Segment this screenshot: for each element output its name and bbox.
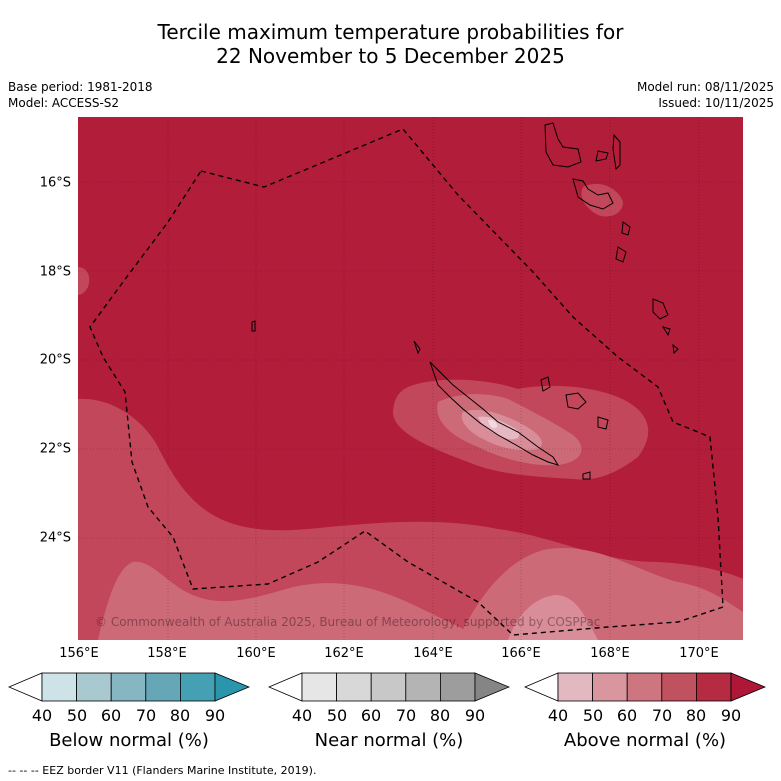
- lon-label: 170°E: [679, 646, 719, 661]
- lat-label: 16°S: [39, 175, 71, 191]
- colorbar-high-extend: [730, 672, 766, 702]
- copyright-text: © Commonwealth of Australia 2025, Bureau…: [95, 615, 600, 629]
- lat-label: 20°S: [39, 352, 71, 368]
- gridlines: [78, 117, 743, 640]
- cbar-tick: 70: [651, 706, 673, 725]
- cbar-tick: 80: [169, 706, 191, 725]
- probability-map: © Commonwealth of Australia 2025, Bureau…: [78, 117, 743, 640]
- cbar-tick: 80: [429, 706, 451, 725]
- cbar-tick: 90: [720, 706, 742, 725]
- colorbar-high-extend: [214, 672, 250, 702]
- colorbar-swatch: [145, 672, 181, 702]
- lat-label: 24°S: [39, 530, 71, 546]
- lon-label: 162°E: [324, 646, 364, 661]
- model-name: Model: ACCESS-S2: [8, 96, 120, 110]
- lon-label: 160°E: [236, 646, 276, 661]
- cbar-tick: 40: [291, 706, 313, 725]
- loyalty-islands: [540, 376, 609, 480]
- cbar-tick: 60: [100, 706, 122, 725]
- colorbar-near-normal: [268, 672, 510, 702]
- cbar-tick: 50: [582, 706, 604, 725]
- lon-label: 164°E: [413, 646, 453, 661]
- colorbar-swatch: [110, 672, 147, 702]
- colorbar-swatch: [76, 672, 112, 702]
- map-title-line2: 22 November to 5 December 2025: [216, 44, 565, 68]
- new-caledonia-island: [429, 361, 560, 466]
- issued-date: Issued: 10/11/2025: [658, 96, 774, 110]
- colorbar-swatch: [41, 672, 77, 702]
- cbar-tick: 50: [66, 706, 88, 725]
- colorbar-low-extend: [8, 672, 43, 702]
- colorbar-swatch: [592, 672, 628, 702]
- cbar-tick: 70: [395, 706, 417, 725]
- vanuatu-islands: [544, 122, 679, 355]
- cbar-tick: 90: [204, 706, 226, 725]
- shade-nc-peak: [488, 419, 498, 429]
- shade-sw-mid: [98, 561, 478, 640]
- colorbar-title-above: Above normal (%): [563, 730, 727, 751]
- base-period: Base period: 1981-2018: [8, 80, 153, 94]
- lat-label: 22°S: [39, 441, 71, 457]
- cbar-tick: 80: [685, 706, 707, 725]
- lon-label: 156°E: [59, 646, 99, 661]
- shade-vanuatu: [581, 183, 623, 217]
- colorbar-low-extend: [524, 672, 559, 702]
- eez-border: [89, 128, 724, 636]
- colorbar-low-extend: [268, 672, 303, 702]
- cbar-tick: 60: [360, 706, 382, 725]
- colorbar-below-normal: [8, 672, 250, 702]
- colorbar-swatch: [336, 672, 372, 702]
- cbar-tick: 50: [326, 706, 348, 725]
- cbar-tick: 40: [547, 706, 569, 725]
- colorbar-high-extend: [474, 672, 510, 702]
- chesterfield-islands: [251, 320, 256, 332]
- colorbar-title-near: Near normal (%): [314, 730, 464, 751]
- cbar-tick: 70: [135, 706, 157, 725]
- shade-nc-core: [478, 416, 520, 440]
- colorbar-title-below: Below normal (%): [49, 730, 209, 751]
- lat-label: 18°S: [39, 264, 71, 280]
- model-run: Model run: 08/11/2025: [636, 80, 774, 94]
- colorbar-swatch: [695, 672, 732, 702]
- colorbar-above-normal: [524, 672, 766, 702]
- lon-label: 166°E: [501, 646, 541, 661]
- colorbar-swatch: [661, 672, 697, 702]
- eez-legend: -- -- -- EEZ border V11 (Flanders Marine…: [8, 764, 317, 777]
- cbar-tick: 40: [31, 706, 53, 725]
- colorbar-swatch: [370, 672, 407, 702]
- colorbar-swatch: [405, 672, 441, 702]
- colorbar-swatch: [301, 672, 337, 702]
- colorbar-swatch: [626, 672, 663, 702]
- colorbar-swatches: [524, 672, 766, 702]
- colorbar-swatches: [8, 672, 250, 702]
- colorbar-swatches: [268, 672, 510, 702]
- map-title-line1: Tercile maximum temperature probabilitie…: [157, 20, 624, 44]
- colorbar-swatch: [557, 672, 593, 702]
- colorbar-swatch: [179, 672, 216, 702]
- cbar-tick: 90: [464, 706, 486, 725]
- lon-label: 158°E: [147, 646, 187, 661]
- lon-label: 168°E: [590, 646, 630, 661]
- shade-s-light: [508, 595, 598, 640]
- colorbar-swatch: [439, 672, 476, 702]
- new-caledonia-north: [413, 340, 421, 355]
- cbar-tick: 60: [616, 706, 638, 725]
- shade-west-edge: [78, 267, 90, 295]
